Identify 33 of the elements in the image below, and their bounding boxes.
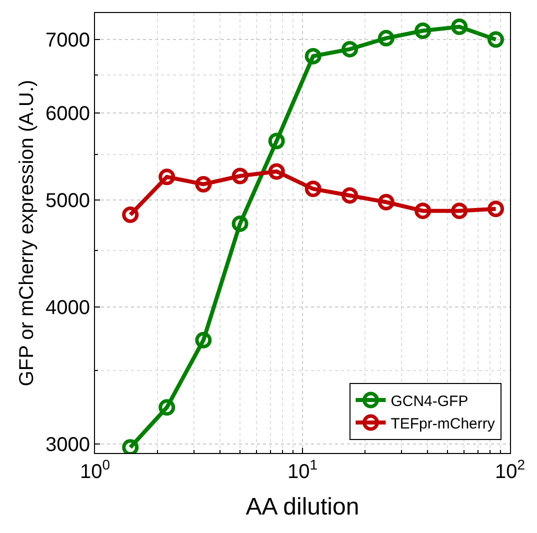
y-tick-label: 4000 <box>46 296 90 319</box>
point <box>451 202 468 220</box>
x-axis-title: AA dilution <box>246 493 360 520</box>
point <box>488 31 504 48</box>
point <box>488 200 504 218</box>
point <box>158 168 176 186</box>
x-tick-label: 10$^{1}$ <box>287 456 318 483</box>
point <box>304 48 322 64</box>
y-tick-label: 5000 <box>46 190 90 212</box>
point <box>232 215 248 232</box>
y-tick-label: 7000 <box>46 30 90 52</box>
legend-label: TEFpr-mCherry <box>390 415 496 432</box>
x-tick-label: 10$^{2}$ <box>494 456 526 483</box>
point <box>378 30 394 46</box>
point <box>195 176 212 192</box>
point <box>122 206 139 224</box>
x-tick-label: 10$^{0}$ <box>80 456 110 483</box>
y-tick-label: 6000 <box>46 103 90 126</box>
point <box>195 332 212 348</box>
y-axis-title: GFP or mCherry expression (A.U.) <box>16 80 38 386</box>
point <box>232 168 248 184</box>
point <box>414 22 432 39</box>
point <box>378 194 394 210</box>
point <box>304 180 322 198</box>
y-tick-label: 3000 <box>46 434 90 456</box>
point <box>268 163 285 180</box>
point <box>414 202 432 220</box>
point <box>342 40 358 58</box>
point <box>342 187 358 204</box>
legend-label: GCN4-GFP <box>390 392 468 410</box>
point <box>158 399 176 416</box>
point <box>268 132 285 150</box>
point <box>451 18 468 35</box>
